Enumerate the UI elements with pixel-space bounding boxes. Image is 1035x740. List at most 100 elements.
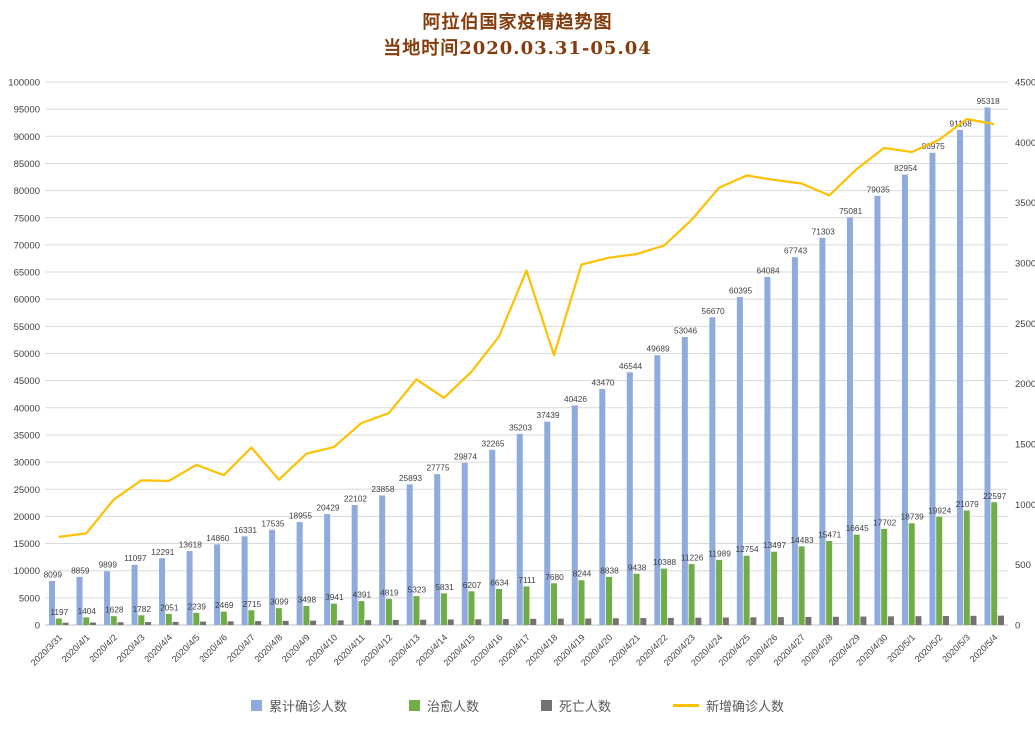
confirmed-bar-label: 67743 — [784, 246, 807, 256]
cured-bar-label: 16645 — [846, 523, 869, 533]
bar-cured — [275, 608, 282, 625]
bar-cured — [55, 618, 62, 625]
left-axis-tick-label: 5000 — [19, 593, 40, 604]
left-axis-tick-label: 95000 — [14, 105, 40, 116]
bar-confirmed — [159, 558, 166, 625]
bar-deaths — [447, 619, 454, 625]
bar-confirmed — [544, 421, 551, 625]
left-axis-tick-label: 65000 — [14, 268, 40, 279]
bar-confirmed — [76, 576, 83, 625]
bar-deaths — [145, 622, 152, 625]
confirmed-bar-label: 40426 — [564, 394, 587, 404]
cured-bar-label: 11989 — [708, 548, 731, 558]
x-axis-label: 2020/5/3 — [940, 632, 972, 664]
confirmed-bar-label: 18955 — [289, 511, 312, 521]
bar-confirmed — [956, 129, 963, 625]
chart-subtitle: 当地时间2020.03.31-05.04 — [383, 38, 652, 59]
legend-label-deaths: 死亡人数 — [559, 699, 612, 714]
cured-bar-label: 3099 — [270, 597, 289, 607]
cured-bar-label: 8838 — [600, 566, 619, 576]
bar-deaths — [90, 622, 97, 625]
confirmed-bar-label: 53046 — [674, 326, 697, 336]
bar-cured — [413, 596, 420, 625]
left-axis-tick-label: 35000 — [14, 430, 40, 441]
confirmed-bar-label: 13618 — [179, 540, 202, 550]
bar-cured — [523, 586, 530, 625]
left-axis-tick-label: 25000 — [14, 485, 40, 496]
confirmed-bar-label: 75081 — [839, 206, 862, 216]
bar-deaths — [970, 615, 977, 625]
confirmed-bar-label: 22102 — [344, 494, 367, 504]
bar-confirmed — [984, 107, 991, 626]
bar-confirmed — [186, 551, 193, 625]
legend-swatch-deaths — [541, 700, 552, 711]
bar-confirmed — [379, 495, 386, 625]
right-axis-tick-label: 1500 — [1015, 440, 1035, 451]
confirmed-bar-label: 49689 — [647, 344, 670, 354]
left-axis-tick-label: 45000 — [14, 376, 40, 387]
confirmed-bar-label: 37439 — [536, 410, 559, 420]
x-axis-label: 2020/4/7 — [225, 632, 257, 664]
confirmed-bar-label: 20429 — [316, 503, 339, 513]
bar-confirmed — [516, 433, 523, 625]
cured-bar-label: 3941 — [325, 592, 344, 602]
bar-deaths — [310, 620, 317, 625]
bar-cured — [495, 588, 502, 625]
bar-deaths — [942, 615, 949, 625]
bar-deaths — [62, 622, 69, 625]
bar-deaths — [530, 618, 537, 625]
bar-cured — [826, 540, 833, 625]
bar-cured — [633, 573, 640, 625]
bar-cured — [743, 555, 750, 625]
right-axis-tick-label: 3000 — [1015, 259, 1035, 270]
cured-bar-label: 2715 — [243, 599, 262, 609]
x-axis-label: 2020/4/3 — [115, 632, 147, 664]
bar-deaths — [282, 620, 289, 625]
bar-deaths — [832, 616, 839, 625]
left-axis-tick-label: 50000 — [14, 349, 40, 360]
legend-swatch-confirmed — [250, 700, 262, 711]
bar-deaths — [475, 619, 482, 625]
bar-confirmed — [131, 564, 138, 625]
left-axis-tick-label: 85000 — [14, 159, 40, 170]
x-axis-label: 2020/4/2 — [87, 632, 119, 664]
x-axis-label: 2020/4/1 — [60, 632, 92, 664]
cured-bar-label: 13497 — [763, 540, 786, 550]
legend-label-confirmed: 累计确诊人数 — [268, 699, 347, 714]
x-axis-label: 2020/5/1 — [885, 632, 917, 664]
bar-deaths — [695, 617, 702, 625]
left-axis-tick-label: 10000 — [14, 566, 40, 577]
confirmed-bar-label: 95318 — [977, 96, 1000, 106]
bar-cured — [303, 606, 310, 625]
confirmed-bar-label: 8859 — [71, 565, 90, 575]
bar-deaths — [392, 619, 399, 625]
cured-bar-label: 2469 — [215, 600, 234, 610]
left-axis-tick-label: 70000 — [14, 240, 40, 251]
x-axis-label: 2020/5/2 — [913, 632, 945, 664]
bar-confirmed — [681, 336, 688, 625]
cured-bar-label: 6634 — [490, 578, 509, 588]
confirmed-bar-label: 32265 — [481, 438, 504, 448]
cured-bar-label: 11226 — [681, 553, 704, 563]
legend-label-new-cases: 新增确诊人数 — [706, 699, 785, 714]
cured-bar-label: 9438 — [628, 562, 647, 572]
bar-cured — [440, 593, 447, 625]
bar-cured — [661, 568, 668, 625]
confirmed-bar-label: 79035 — [867, 184, 890, 194]
cured-bar-label: 3498 — [298, 595, 317, 605]
bar-confirmed — [709, 317, 716, 625]
confirmed-bar-label: 27775 — [426, 463, 449, 473]
confirmed-bar-label: 25893 — [399, 473, 422, 483]
bar-deaths — [805, 616, 812, 625]
bar-confirmed — [599, 388, 606, 625]
x-axis-label: 2020/3/31 — [29, 632, 64, 667]
bar-deaths — [117, 622, 124, 625]
bar-confirmed — [901, 174, 908, 625]
cured-bar-label: 5323 — [408, 585, 427, 595]
left-axis-tick-label: 75000 — [14, 213, 40, 224]
bar-confirmed — [214, 544, 221, 625]
bar-cured — [688, 564, 695, 625]
bar-cured — [771, 551, 778, 625]
confirmed-bar-label: 35203 — [509, 422, 532, 432]
